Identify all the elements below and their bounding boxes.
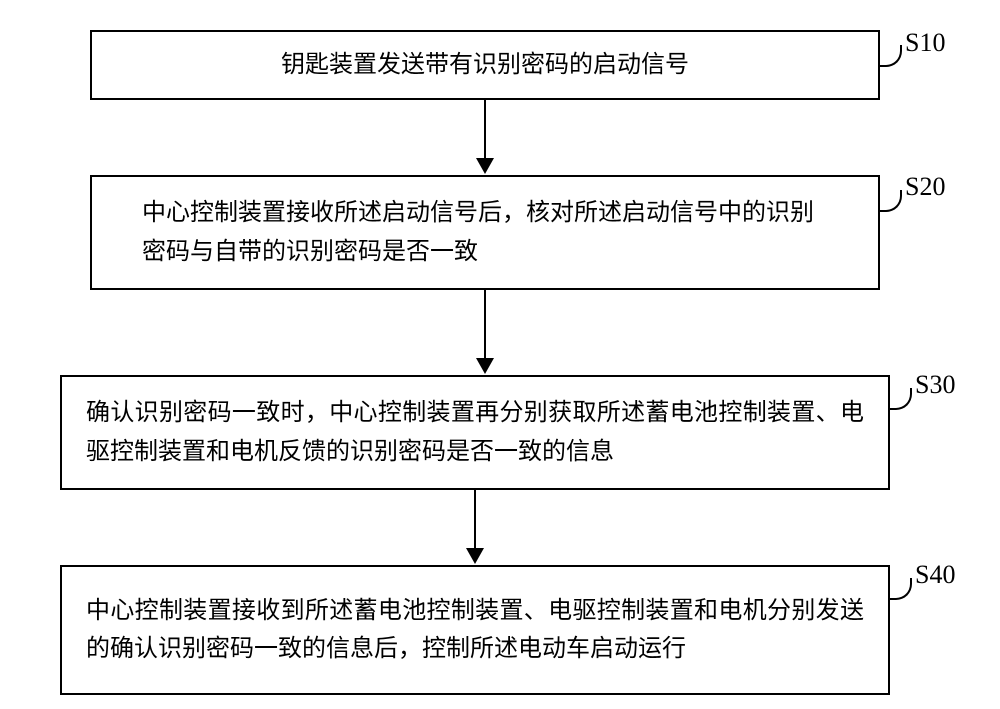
leader-line (878, 45, 902, 67)
step-label-s20: S20 (905, 172, 945, 202)
step-text: 确认识别密码一致时，中心控制装置再分别获取所述蓄电池控制装置、电驱控制装置和电机… (86, 394, 864, 471)
flow-step-s20: 中心控制装置接收所述启动信号后，核对所述启动信号中的识别密码与自带的识别密码是否… (90, 175, 880, 290)
connector-arrow (476, 290, 494, 374)
flow-step-s40: 中心控制装置接收到所述蓄电池控制装置、电驱控制装置和电机分别发送的确认识别密码一… (60, 565, 890, 695)
arrow-down-icon (476, 158, 494, 174)
step-label-s30: S30 (915, 370, 955, 400)
arrow-down-icon (476, 358, 494, 374)
flow-step-s10: 钥匙装置发送带有识别密码的启动信号 (90, 30, 880, 100)
flow-step-s30: 确认识别密码一致时，中心控制装置再分别获取所述蓄电池控制装置、电驱控制装置和电机… (60, 375, 890, 490)
step-label-s40: S40 (915, 560, 955, 590)
flowchart-container: 钥匙装置发送带有识别密码的启动信号 S10 中心控制装置接收所述启动信号后，核对… (0, 0, 1000, 709)
connector-line (474, 490, 476, 548)
step-text: 钥匙装置发送带有识别密码的启动信号 (281, 46, 689, 84)
leader-line (878, 190, 902, 212)
leader-line (888, 578, 912, 600)
connector-line (484, 100, 486, 158)
step-label-s10: S10 (905, 28, 945, 58)
connector-arrow (466, 490, 484, 564)
leader-line (888, 388, 912, 410)
step-text: 中心控制装置接收所述启动信号后，核对所述启动信号中的识别密码与自带的识别密码是否… (142, 194, 828, 271)
connector-line (484, 290, 486, 358)
step-text: 中心控制装置接收到所述蓄电池控制装置、电驱控制装置和电机分别发送的确认识别密码一… (86, 592, 864, 669)
arrow-down-icon (466, 548, 484, 564)
connector-arrow (476, 100, 494, 174)
